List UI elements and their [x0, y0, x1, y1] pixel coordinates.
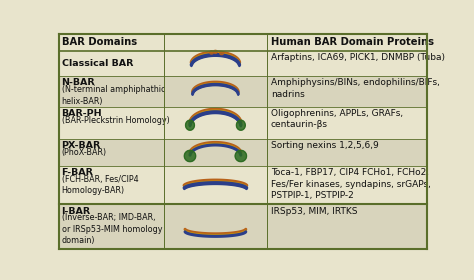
Text: Human BAR Domain Proteins: Human BAR Domain Proteins — [271, 37, 434, 47]
Text: Sorting nexins 1,2,5,6,9: Sorting nexins 1,2,5,6,9 — [271, 141, 379, 150]
Text: (FCH-BAR, Fes/CIP4
Homology-BAR): (FCH-BAR, Fes/CIP4 Homology-BAR) — [62, 175, 138, 195]
Polygon shape — [185, 120, 194, 130]
Text: BAR Domains: BAR Domains — [62, 37, 137, 47]
Bar — [59, 76, 427, 107]
Bar — [59, 34, 427, 50]
Text: N-BAR: N-BAR — [62, 78, 95, 87]
Bar — [59, 50, 427, 76]
Text: (PhoX-BAR): (PhoX-BAR) — [62, 148, 107, 157]
Text: F-BAR: F-BAR — [62, 168, 93, 177]
Bar — [59, 107, 427, 139]
Text: PX-BAR: PX-BAR — [62, 141, 101, 150]
Polygon shape — [210, 51, 213, 54]
Text: Toca-1, FBP17, CIP4 FCHo1, FCHo2,
Fes/Fer kinases, syndapins, srGAPs,
PSTPIP-1, : Toca-1, FBP17, CIP4 FCHo1, FCHo2, Fes/Fe… — [271, 168, 431, 200]
Text: Classical BAR: Classical BAR — [62, 59, 133, 68]
Text: (N-terminal amphiphathic
helix-BAR): (N-terminal amphiphathic helix-BAR) — [62, 85, 165, 106]
Polygon shape — [184, 150, 196, 162]
Text: I-BAR: I-BAR — [62, 207, 91, 216]
Polygon shape — [237, 120, 245, 130]
Bar — [59, 204, 427, 249]
Bar — [59, 139, 427, 166]
Text: Amphiphysins/BINs, endophilins/BIFs,
nadrins: Amphiphysins/BINs, endophilins/BIFs, nad… — [271, 78, 440, 99]
Polygon shape — [213, 50, 217, 53]
Text: (BAR-Pleckstrin Homology): (BAR-Pleckstrin Homology) — [62, 116, 169, 125]
Polygon shape — [235, 150, 246, 162]
Text: Oligophrenins, APPLs, GRAFs,
centaurin-βs: Oligophrenins, APPLs, GRAFs, centaurin-β… — [271, 109, 403, 129]
Text: IRSp53, MIM, IRTKS: IRSp53, MIM, IRTKS — [271, 207, 357, 216]
Text: Arfaptins, ICA69, PICK1, DNMBP (Tuba): Arfaptins, ICA69, PICK1, DNMBP (Tuba) — [271, 53, 445, 62]
Polygon shape — [220, 52, 224, 55]
Bar — [59, 166, 427, 204]
Text: BAR-PH: BAR-PH — [62, 109, 102, 118]
Text: (Inverse-BAR; IMD-BAR,
or IRSp53-MIM homology
domain): (Inverse-BAR; IMD-BAR, or IRSp53-MIM hom… — [62, 213, 162, 245]
